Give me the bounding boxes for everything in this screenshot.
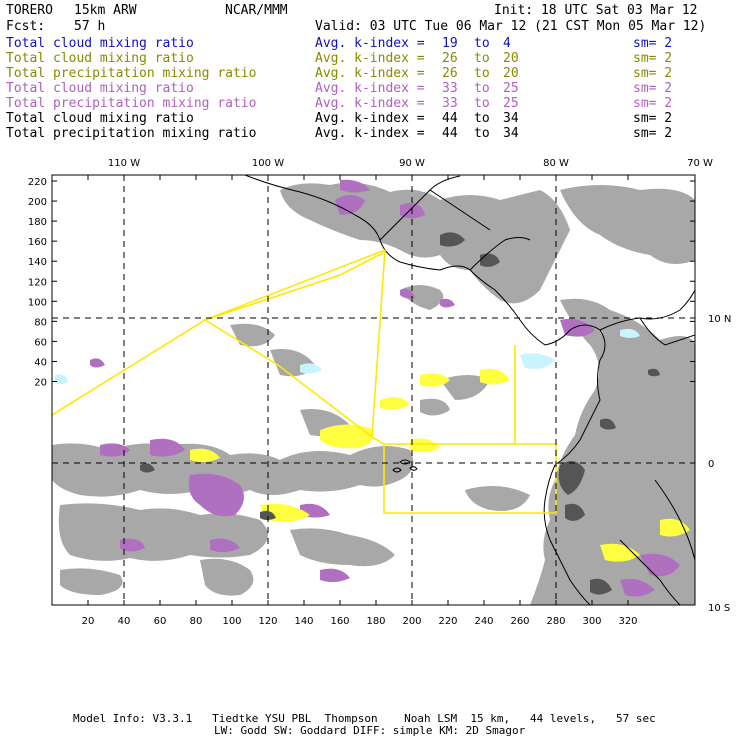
map-frame	[51, 174, 696, 606]
init-time: Init: 18 UTC Sat 03 Mar 12	[494, 3, 698, 18]
precip-field-dark	[140, 232, 660, 595]
k-index-label: Avg. k-index =	[315, 66, 425, 81]
x-axis: 20 40 60 80 100 120 140 160 180 200 220 240 260 280 30…	[82, 175, 638, 627]
latitude-label: 10 S	[708, 603, 730, 614]
latitude-label: 10 N	[708, 314, 731, 325]
x-tick-label: 80	[190, 616, 203, 627]
y-axis: 220 200 180 160 140 120 100 80 60 40 20	[28, 177, 695, 389]
y-tick-label: 220	[28, 177, 47, 188]
k-index-from: 33	[442, 81, 458, 96]
k-index-to-word: to	[474, 111, 490, 126]
x-tick-label: 20	[82, 616, 95, 627]
forecast-label: Fcst:	[6, 19, 46, 34]
k-index-from: 33	[442, 96, 458, 111]
y-tick-label: 120	[28, 277, 47, 288]
longitude-label: 70 W	[687, 158, 713, 169]
x-tick-label: 140	[294, 616, 313, 627]
physics-info-line: LW: Godd SW: Goddard DIFF: simple KM: 2D…	[214, 724, 526, 737]
x-tick-label: 300	[582, 616, 601, 627]
field-name: Total cloud mixing ratio	[6, 111, 194, 126]
y-tick-label: 80	[34, 317, 47, 328]
x-tick-label: 200	[402, 616, 421, 627]
k-index-to-word: to	[474, 96, 490, 111]
k-index-to-word: to	[474, 81, 490, 96]
k-index-label: Avg. k-index =	[315, 51, 425, 66]
model-org: NCAR/MMM	[225, 3, 288, 18]
field-name: Total cloud mixing ratio	[6, 36, 194, 51]
y-tick-label: 20	[34, 378, 47, 389]
k-index-from: 19	[442, 36, 458, 51]
x-tick-label: 180	[366, 616, 385, 627]
k-index-to: 25	[503, 81, 519, 96]
model-resolution: 15km ARW	[74, 3, 137, 18]
k-index-from: 44	[442, 111, 458, 126]
x-tick-label: 260	[510, 616, 529, 627]
smoothing-value: sm= 2	[633, 51, 673, 66]
k-index-to-word: to	[474, 66, 490, 81]
k-index-to-word: to	[474, 51, 490, 66]
k-index-to-word: to	[474, 126, 490, 141]
k-index-label: Avg. k-index =	[315, 96, 425, 111]
field-name: Total precipitation mixing ratio	[6, 126, 257, 141]
k-index-label: Avg. k-index =	[315, 126, 425, 141]
y-tick-label: 60	[34, 337, 47, 348]
k-index-to: 25	[503, 96, 519, 111]
longitude-label: 80 W	[543, 158, 569, 169]
k-index-to: 4	[503, 36, 511, 51]
k-index-from: 26	[442, 66, 458, 81]
k-index-to: 20	[503, 66, 519, 81]
smoothing-value: sm= 2	[633, 96, 673, 111]
x-tick-label: 320	[618, 616, 637, 627]
smoothing-value: sm= 2	[633, 111, 673, 126]
x-tick-label: 40	[118, 616, 131, 627]
y-tick-label: 200	[28, 197, 47, 208]
forecast-map: 220 200 180 160 140 120 100 80 60 40 20 20 40 60 80 10…	[28, 158, 731, 627]
k-index-label: Avg. k-index =	[315, 111, 425, 126]
k-index-from: 44	[442, 126, 458, 141]
x-tick-label: 60	[154, 616, 167, 627]
k-index-to: 34	[503, 126, 519, 141]
y-tick-label: 160	[28, 237, 47, 248]
k-index-label: Avg. k-index =	[315, 81, 425, 96]
valid-time: Valid: 03 UTC Tue 06 Mar 12 (21 CST Mon …	[315, 19, 707, 34]
longitude-label: 100 W	[252, 158, 284, 169]
field-name: Total cloud mixing ratio	[6, 51, 194, 66]
smoothing-value: sm= 2	[633, 36, 673, 51]
x-tick-label: 220	[438, 616, 457, 627]
longitude-label: 90 W	[399, 158, 425, 169]
cloud-field-cyan	[55, 328, 640, 384]
longitude-label: 110 W	[108, 158, 140, 169]
smoothing-value: sm= 2	[633, 66, 673, 81]
lat-lon-grid	[52, 175, 695, 605]
x-tick-label: 100	[222, 616, 241, 627]
k-index-to-word: to	[474, 36, 490, 51]
latitude-labels: 10 N 0 10 S	[708, 314, 731, 614]
y-tick-label: 40	[34, 357, 47, 368]
x-tick-label: 120	[258, 616, 277, 627]
model-name: TORERO	[6, 3, 53, 18]
x-tick-label: 240	[474, 616, 493, 627]
nested-domain-outline	[52, 249, 557, 514]
model-info-line: Model Info: V3.3.1 Tiedtke YSU PBL Thomp…	[73, 712, 656, 725]
k-index-label: Avg. k-index =	[315, 36, 425, 51]
x-tick-label: 280	[546, 616, 565, 627]
y-tick-label: 100	[28, 297, 47, 308]
field-name: Total cloud mixing ratio	[6, 81, 194, 96]
latitude-label: 0	[708, 459, 714, 470]
cloud-field-yellow	[190, 368, 690, 562]
y-tick-label: 140	[28, 257, 47, 268]
smoothing-value: sm= 2	[633, 126, 673, 141]
forecast-hour: 57 h	[74, 19, 106, 34]
y-tick-label: 180	[28, 217, 47, 228]
k-index-to: 20	[503, 51, 519, 66]
k-index-to: 34	[503, 111, 519, 126]
field-name: Total precipitation mixing ratio	[6, 96, 257, 111]
x-tick-label: 160	[330, 616, 349, 627]
field-name: Total precipitation mixing ratio	[6, 66, 257, 81]
longitude-labels: 110 W 100 W 90 W 80 W 70 W	[108, 158, 713, 169]
k-index-from: 26	[442, 51, 458, 66]
smoothing-value: sm= 2	[633, 81, 673, 96]
